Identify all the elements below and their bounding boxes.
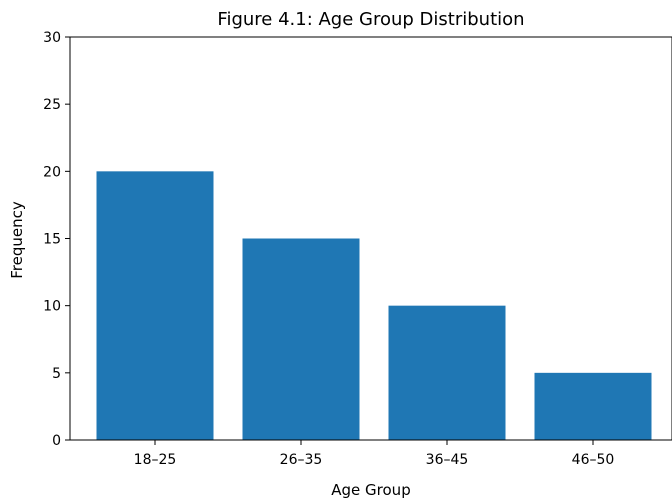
- y-tick-label: 25: [43, 97, 61, 113]
- y-tick-label: 30: [43, 30, 61, 46]
- y-tick-label: 10: [43, 299, 61, 315]
- bar-4: [534, 372, 652, 440]
- y-tick-label: 15: [43, 232, 61, 248]
- y-axis-ticks: 0 5 10 15 20 25 30: [43, 30, 70, 449]
- bar-1: [96, 171, 214, 441]
- y-tick-label: 20: [43, 164, 61, 180]
- bars-group: [96, 171, 652, 441]
- y-tick-label: 0: [52, 433, 61, 449]
- bar-3: [388, 305, 506, 440]
- x-tick-label: 18–25: [134, 452, 177, 468]
- y-tick-label: 5: [52, 366, 61, 382]
- plot-frame: [69, 36, 672, 441]
- x-axis-label: Age Group: [331, 481, 410, 499]
- x-tick-label: 36–45: [426, 452, 469, 468]
- chart-title: Figure 4.1: Age Group Distribution: [217, 9, 524, 30]
- x-tick-label: 26–35: [280, 452, 323, 468]
- x-axis-ticks: 18–25 26–35 36–45 46–50: [134, 440, 615, 468]
- x-tick-label: 46–50: [572, 452, 615, 468]
- bar-2: [242, 238, 360, 440]
- y-axis-label: Frequency: [8, 201, 26, 279]
